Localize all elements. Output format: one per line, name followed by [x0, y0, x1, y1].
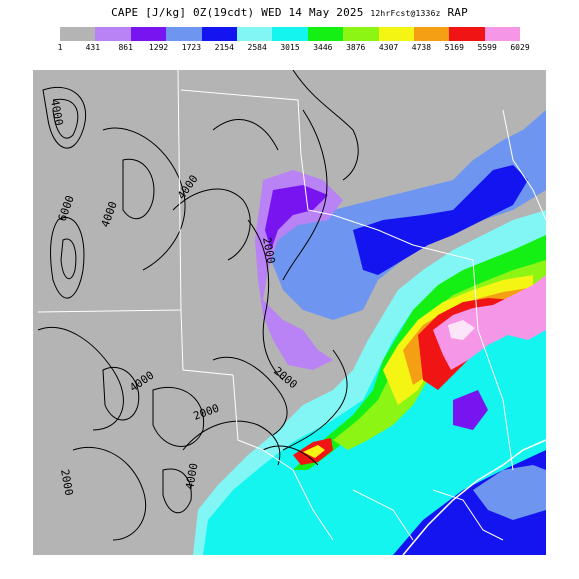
cape-map-svg: 6000 4000 4000 2000 2000 4000 2000 2000 … [33, 70, 546, 555]
state-boundaries [37, 70, 546, 541]
contour-label: 4000 [48, 98, 65, 126]
field-name: CAPE [111, 6, 139, 19]
legend-swatch [343, 27, 379, 41]
map-title: CAPE [J/kg] 0Z(19cdt) WED 14 May 2025 12… [0, 6, 579, 19]
legend-swatch [201, 27, 237, 41]
cape-region-violet-patch [453, 390, 488, 430]
cape-hotspot-yellow [303, 445, 325, 458]
valid-time: 0Z(19cdt) WED 14 May 2025 [192, 6, 364, 19]
cape-region-violet [265, 185, 328, 250]
legend-swatch [272, 27, 308, 41]
legend-tick-label: 2154 [214, 43, 234, 52]
legend-swatch [484, 27, 521, 41]
contour-label: 2000 [260, 236, 277, 264]
legend-tick-label: 1292 [148, 43, 169, 52]
coastline [402, 439, 546, 555]
cape-map: 6000 4000 4000 2000 2000 4000 2000 2000 … [33, 70, 546, 555]
legend-tick-label: 1 [57, 43, 63, 52]
legend-tick-label: 5169 [444, 43, 464, 52]
cape-region-blue-patch [473, 465, 546, 520]
legend-tick-label: 2584 [247, 43, 267, 52]
legend-swatch [130, 27, 167, 41]
forecast-hour: 12hrFcst@1336z [370, 9, 441, 18]
legend-swatch [307, 27, 344, 41]
cape-region-pink-core [448, 320, 475, 340]
legend-tick-label: 6029 [510, 43, 530, 52]
contour-label: 2000 [58, 468, 75, 496]
legend-swatch [449, 27, 485, 41]
legend-swatch [236, 27, 273, 41]
legend-tick-label: 861 [118, 43, 133, 52]
cape-region-light-blue [263, 110, 546, 320]
cape-contours [37, 70, 359, 541]
legend-tick-label: 3015 [280, 43, 300, 52]
legend-swatch [378, 27, 414, 41]
field-units: [J/kg] [145, 6, 187, 19]
legend-swatch [413, 27, 450, 41]
contour-label: 4000 [183, 462, 200, 490]
legend-swatch [95, 27, 131, 41]
cape-region-blue [353, 165, 528, 275]
legend-tick-label: 3446 [313, 43, 333, 52]
legend-tick-label: 4307 [378, 43, 399, 52]
legend-tick-label: 4738 [411, 43, 432, 52]
legend-swatch [166, 27, 202, 41]
legend-tick-label: 1723 [181, 43, 202, 52]
legend-swatch [60, 27, 96, 41]
legend-tick-label: 431 [85, 43, 101, 52]
color-legend [60, 27, 521, 41]
legend-tick-label: 3876 [346, 43, 366, 52]
model-name: RAP [447, 6, 468, 19]
color-legend-ticks: 1 431 861 1292 1723 2154 2584 3015 3446 3876 4307 4… [57, 43, 530, 55]
legend-tick-label: 5599 [477, 43, 497, 52]
cape-region-pink [433, 275, 546, 370]
